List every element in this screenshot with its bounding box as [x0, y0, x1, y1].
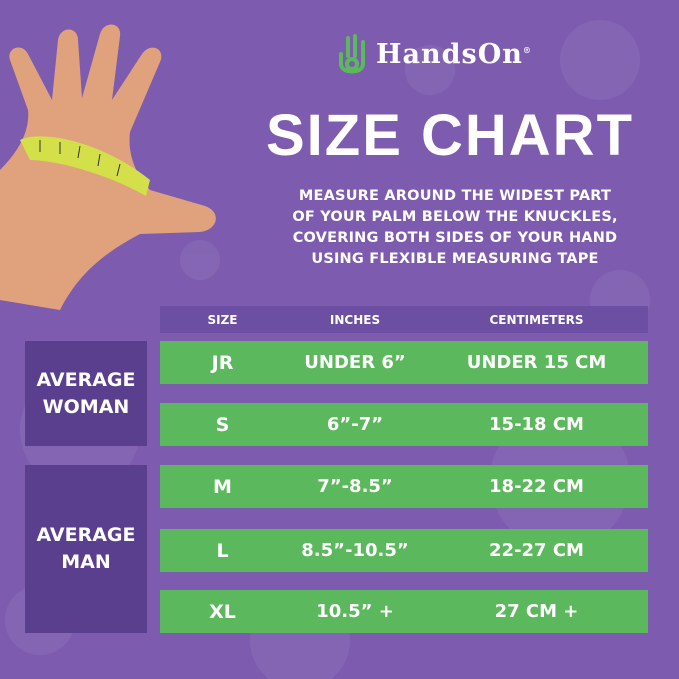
size-cell: XL: [209, 600, 236, 623]
page-title: SIZE CHART: [266, 103, 634, 168]
size-cell: L: [216, 539, 229, 562]
header-size: SIZE: [207, 312, 238, 327]
table-header: SIZE INCHES CENTIMETERS: [160, 306, 648, 333]
inches-cell: 10.5” +: [316, 601, 394, 622]
table-row: XL 10.5” + 27 CM +: [160, 590, 648, 633]
brand-logo: HandsOn®: [336, 34, 532, 74]
size-cell: M: [213, 475, 232, 498]
brand-name: HandsOn®: [376, 38, 532, 70]
instruction-line: USING FLEXIBLE MEASURING TAPE: [311, 251, 599, 267]
inches-cell: UNDER 6”: [304, 352, 406, 373]
table-row: L 8.5”-10.5” 22-27 CM: [160, 529, 648, 572]
hand-logo-icon: [339, 34, 365, 74]
hand-with-measuring-tape-image: [0, 24, 216, 310]
group-label: AVERAGE: [36, 524, 136, 546]
group-label: WOMAN: [42, 395, 130, 418]
table-row: M 7”-8.5” 18-22 CM: [160, 465, 648, 508]
header-inches: INCHES: [329, 312, 381, 327]
inches-cell: 6”-7”: [326, 414, 384, 435]
instruction-line: MEASURE AROUND THE WIDEST PART: [298, 188, 612, 204]
size-cell: JR: [211, 351, 234, 374]
group-average-man: AVERAGE MAN: [25, 465, 147, 633]
inches-cell: 7”-8.5”: [317, 476, 393, 497]
centimeters-cell: UNDER 15 CM: [466, 352, 607, 373]
header-centimeters: CENTIMETERS: [489, 312, 584, 327]
measuring-instructions: MEASURE AROUND THE WIDEST PART OF YOUR P…: [250, 186, 660, 270]
centimeters-cell: 27 CM +: [494, 601, 579, 622]
instruction-line: OF YOUR PALM BELOW THE KNUCKLES,: [292, 209, 618, 225]
table-row: JR UNDER 6” UNDER 15 CM: [160, 341, 648, 384]
group-average-woman: AVERAGE WOMAN: [25, 341, 147, 446]
inches-cell: 8.5”-10.5”: [301, 540, 409, 561]
group-label: AVERAGE: [36, 368, 136, 391]
centimeters-cell: 18-22 CM: [489, 476, 584, 497]
centimeters-cell: 15-18 CM: [489, 414, 584, 435]
table-row: S 6”-7” 15-18 CM: [160, 403, 648, 446]
centimeters-cell: 22-27 CM: [489, 540, 584, 561]
instruction-line: COVERING BOTH SIDES OF YOUR HAND: [292, 230, 618, 246]
size-cell: S: [215, 413, 230, 436]
group-label: MAN: [61, 551, 111, 573]
